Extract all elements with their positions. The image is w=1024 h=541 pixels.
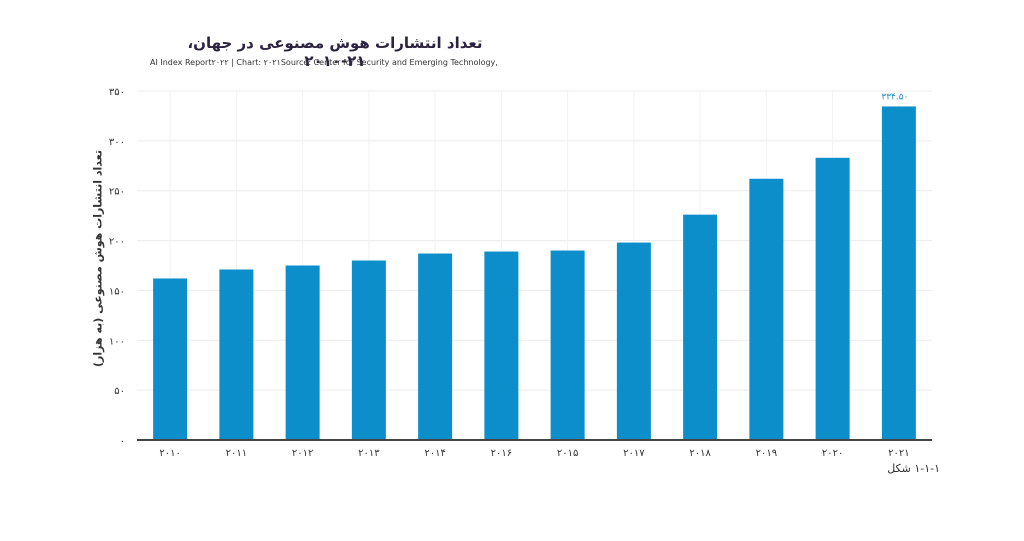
y-tick-label: ۲۵۰	[109, 187, 125, 198]
bar	[550, 250, 585, 440]
bar	[683, 214, 718, 440]
x-tick-label: ۲۰۱۲	[292, 448, 313, 459]
y-tick-label: ۲۰۰	[109, 237, 125, 248]
x-axis-ticks: ۲۰۱۰ ۲۰۱۱ ۲۰۱۲ ۲۰۱۳ ۲۰۱۴ ۲۰۱۶ ۲۰۱۵ ۲۰۱۷ ۲۰۱۸ ۲۰۱۹…	[159, 448, 909, 459]
x-tick-label: ۲۰۲۰	[822, 448, 843, 459]
x-tick-label: ۲۰۱۹	[756, 448, 777, 459]
y-tick-label: ۱۵۰	[109, 286, 125, 297]
y-tick-label: ۳۵۰	[109, 87, 125, 98]
bar	[418, 253, 453, 440]
bar	[484, 251, 519, 440]
x-tick-label: ۲۰۱۰	[159, 448, 180, 459]
grid-lines	[137, 90, 932, 440]
y-axis-ticks: ۰ ۵۰ ۱۰۰ ۱۵۰ ۲۰۰ ۲۵۰ ۳۰۰ ۳۵۰	[109, 87, 125, 447]
bar	[815, 157, 850, 440]
x-tick-label: ۲۰۱۴	[424, 448, 445, 459]
y-tick-label: ۱۰۰	[109, 336, 125, 347]
x-tick-label: ۲۰۱۱	[226, 448, 247, 459]
bar	[153, 278, 188, 440]
x-tick-label: ۲۰۲۱	[888, 448, 909, 459]
chart-title: تعداد انتشارات هوش مصنوعی در جهان، ۲۱-۲۰…	[187, 34, 483, 70]
data-labels: ۳۳۴.۵۰	[881, 92, 908, 102]
figure-caption: ۱-۱-۱ شکل	[887, 462, 940, 475]
bar	[351, 260, 386, 440]
bar	[616, 242, 651, 440]
bar	[881, 106, 916, 440]
chart-subtitle: AI Index Report۲۰۲۲ | Chart: ۲۰۲۱Source:…	[150, 58, 498, 67]
x-tick-label: ۲۰۱۷	[623, 448, 645, 459]
bar	[219, 269, 254, 440]
bars	[153, 106, 916, 440]
x-tick-label: ۲۰۱۸	[689, 448, 711, 459]
y-tick-label: ۵۰	[114, 386, 125, 397]
bar	[285, 265, 320, 440]
y-tick-label: ۰	[120, 436, 125, 447]
x-tick-label: ۲۰۱۳	[358, 448, 380, 459]
bar	[749, 178, 784, 440]
y-tick-label: ۳۰۰	[109, 137, 125, 148]
x-tick-label: ۲۰۱۵	[557, 448, 578, 459]
x-tick-label: ۲۰۱۶	[491, 448, 512, 459]
data-label: ۳۳۴.۵۰	[881, 92, 908, 102]
